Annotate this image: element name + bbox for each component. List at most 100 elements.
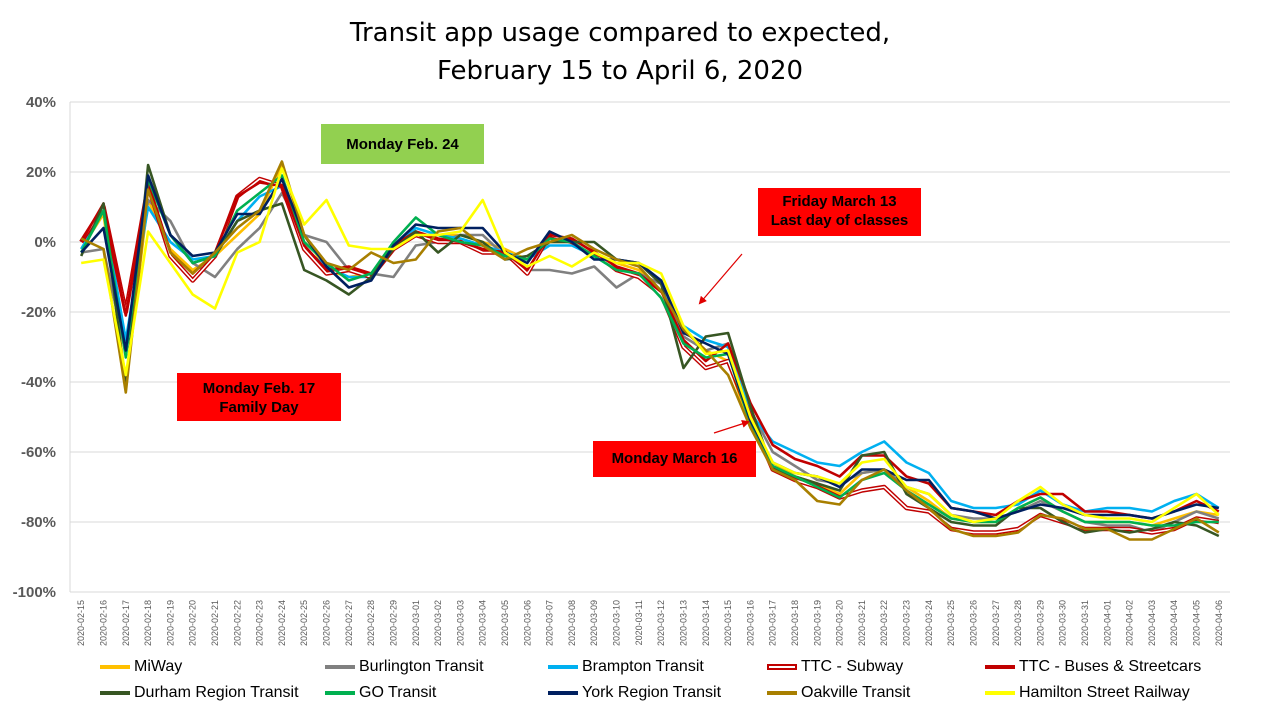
x-tick-label: 2020-03-20 [835,600,845,646]
legend-swatch [548,691,578,695]
legend-label: Durham Region Transit [134,684,299,701]
legend-item: Brampton Transit [548,658,704,676]
annotation-arrow-march-13 [698,253,743,305]
annotation-monday-feb-17: Monday Feb. 17 Family Day [177,373,341,421]
legend-label: Burlington Transit [359,658,484,675]
legend-swatch [985,665,1015,669]
y-tick-label: 40% [26,94,56,111]
x-tick-label: 2020-03-17 [768,600,778,646]
x-tick-label: 2020-02-28 [366,600,376,646]
x-tick-label: 2020-02-23 [255,600,265,646]
x-tick-label: 2020-03-07 [545,600,555,646]
series-line-hamilton-street-railway [80,167,1220,524]
x-tick-label: 2020-03-10 [612,600,622,646]
y-tick-label: -100% [13,584,56,601]
x-tick-label: 2020-03-16 [745,600,755,646]
x-tick-label: 2020-02-25 [299,600,309,646]
x-tick-label: 2020-02-15 [76,600,86,646]
chart-title-line-2: February 15 to April 6, 2020 [436,56,804,86]
series-line-burlington-transit [80,191,1220,534]
series-line-york-region-transit [80,174,1220,520]
x-tick-label: 2020-03-08 [567,600,577,646]
x-tick-label: 2020-03-14 [701,600,711,646]
x-tick-label: 2020-03-05 [500,600,510,646]
legend-item: Hamilton Street Railway [985,684,1190,702]
annotation-text: Monday Feb. 24 [346,136,459,153]
y-tick-label: -20% [21,304,56,321]
x-tick-label: 2020-04-03 [1147,600,1157,646]
x-tick-label: 2020-02-26 [322,600,332,646]
x-axis-tick-labels: 2020-02-15 2020-02-16 2020-02-17 2020-02-18… [76,600,1224,646]
annotation-monday-march-16: Monday March 16 [593,441,756,477]
x-tick-label: 2020-04-02 [1125,600,1135,646]
y-tick-label: -60% [21,444,56,461]
annotation-arrow-march-16 [713,420,750,434]
x-tick-label: 2020-02-19 [165,600,175,646]
legend-item: MiWay [100,658,182,676]
legend-label: GO Transit [359,684,437,701]
x-tick-label: 2020-03-19 [812,600,822,646]
annotation-text: Friday March 13 [782,193,897,210]
x-tick-label: 2020-04-04 [1169,600,1179,646]
x-tick-label: 2020-03-04 [478,600,488,646]
series-lines [79,160,1220,541]
legend-swatch [100,665,130,669]
legend-label: TTC - Subway [801,658,904,675]
legend-swatch [985,691,1015,695]
series-line-ttc-subway-inner [80,178,1219,534]
x-tick-label: 2020-03-03 [455,600,465,646]
series-line-oakville-transit [80,160,1220,541]
legend-item: Durham Region Transit [100,684,299,702]
y-tick-label: 0% [34,234,56,251]
annotation-text: Monday March 16 [611,450,738,467]
x-tick-label: 2020-03-23 [902,600,912,646]
y-tick-label: -80% [21,514,56,531]
annotation-text: Monday Feb. 17 [202,380,316,397]
x-tick-label: 2020-03-15 [723,600,733,646]
x-tick-label: 2020-03-01 [411,600,421,646]
x-tick-label: 2020-04-01 [1102,600,1112,646]
legend-swatch [325,691,355,695]
legend-item: GO Transit [325,684,436,702]
legend-item: TTC - Buses & Streetcars [985,658,1201,676]
x-tick-label: 2020-02-20 [188,600,198,646]
annotation-text: Family Day [219,399,299,416]
legend-item: York Region Transit [548,684,721,702]
x-tick-label: 2020-02-16 [98,600,108,646]
x-tick-label: 2020-02-22 [232,600,242,646]
legend-swatch [767,664,797,670]
x-tick-label: 2020-03-12 [656,600,666,646]
legend-label: MiWay [134,658,183,675]
legend-label: York Region Transit [582,684,722,701]
legend-item: Oakville Transit [767,684,910,702]
y-tick-label: -40% [21,374,56,391]
annotation-monday-feb-24: Monday Feb. 24 [321,124,484,164]
x-tick-label: 2020-02-24 [277,600,287,646]
y-tick-label: 20% [26,164,56,181]
x-tick-label: 2020-02-21 [210,600,220,646]
x-tick-label: 2020-03-22 [879,600,889,646]
x-tick-label: 2020-03-25 [946,600,956,646]
x-tick-label: 2020-03-18 [790,600,800,646]
x-tick-label: 2020-03-21 [857,600,867,646]
chart-title-line-1: Transit app usage compared to expected, [349,18,891,48]
x-tick-label: 2020-03-28 [1013,600,1023,646]
x-tick-label: 2020-02-18 [143,600,153,646]
x-tick-label: 2020-03-24 [924,600,934,646]
annotation-friday-march-13: Friday March 13 Last day of classes [758,188,921,236]
legend-label: Oakville Transit [801,684,911,701]
x-tick-label: 2020-04-06 [1214,600,1224,646]
x-tick-label: 2020-03-13 [678,600,688,646]
x-tick-label: 2020-03-29 [1035,600,1045,646]
legend-item: Burlington Transit [325,658,484,676]
x-tick-label: 2020-03-02 [433,600,443,646]
x-tick-label: 2020-03-30 [1058,600,1068,646]
legend-swatch [548,665,578,669]
x-tick-label: 2020-03-26 [968,600,978,646]
y-axis-tick-labels: 40% 20% 0% -20% -40% -60% -80% -100% [13,94,56,601]
x-tick-label: 2020-02-27 [344,600,354,646]
x-tick-label: 2020-03-09 [589,600,599,646]
legend-swatch [767,691,797,695]
series-line-ttc-subway [79,176,1220,535]
